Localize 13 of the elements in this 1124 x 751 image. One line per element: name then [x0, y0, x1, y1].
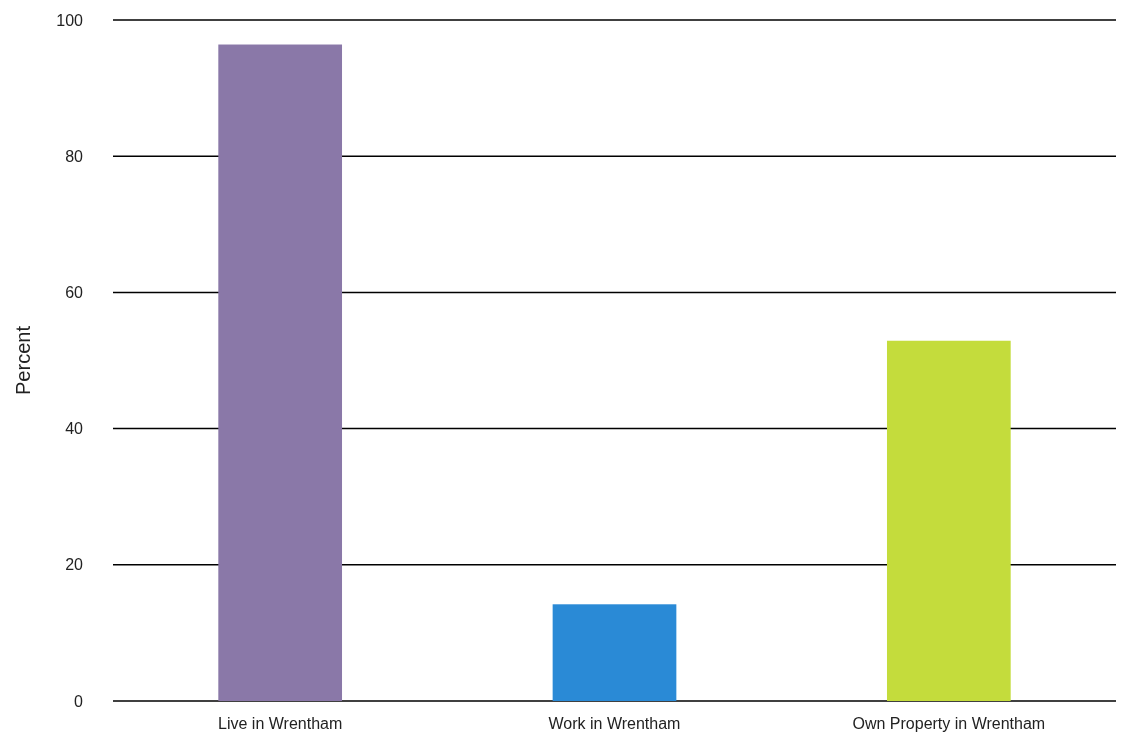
- y-tick-label: 40: [65, 420, 84, 438]
- x-tick-label: Live in Wrentham: [218, 715, 343, 732]
- y-tick-label: 100: [56, 11, 84, 29]
- bar: [552, 604, 677, 701]
- x-tick-label: Own Property in Wrentham: [852, 715, 1046, 732]
- bar: [218, 44, 343, 701]
- x-tick-label: Work in Wrentham: [548, 715, 681, 732]
- y-axis-title: Percent: [12, 325, 34, 395]
- y-tick-label: 60: [65, 284, 84, 301]
- y-tick-label: 0: [74, 692, 84, 710]
- bar: [886, 340, 1011, 701]
- y-tick-label: 80: [65, 147, 84, 165]
- y-tick-label: 20: [65, 556, 84, 574]
